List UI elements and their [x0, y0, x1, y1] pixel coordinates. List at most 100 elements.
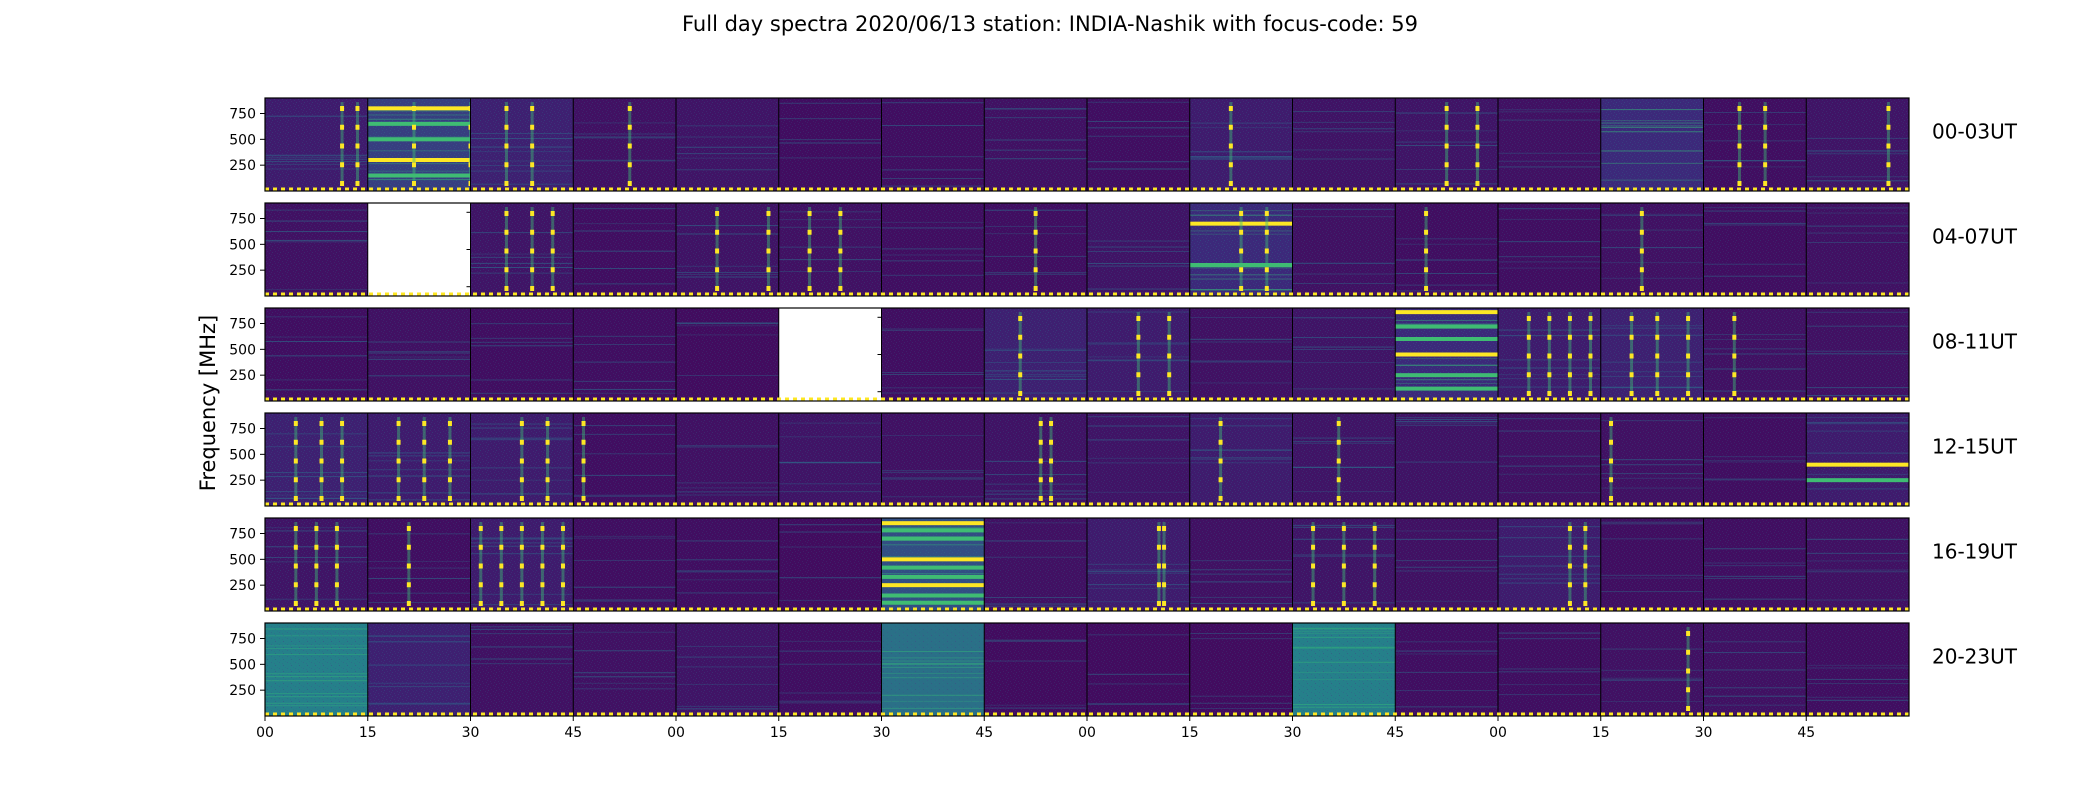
spectrum-segment	[573, 518, 676, 611]
spike-dot	[396, 458, 401, 464]
spike-dot	[1609, 439, 1614, 445]
interference-line	[1498, 329, 1601, 331]
spike-dot	[1018, 316, 1023, 321]
interference-line	[265, 491, 368, 493]
spike-dot	[1311, 526, 1316, 531]
spike-dot	[1567, 544, 1572, 550]
spectra-row: 750 500 250 08-11UT	[229, 307, 2018, 402]
spectrum-segment	[265, 623, 368, 716]
interference-line	[470, 345, 574, 347]
segment-noise	[1498, 203, 1601, 296]
interference-line	[1703, 224, 1807, 226]
interference-line	[470, 267, 574, 269]
interference-line	[367, 150, 471, 152]
interference-line	[1498, 386, 1601, 388]
spike-dot	[838, 267, 843, 273]
spike-dot	[715, 211, 720, 216]
y-tick-label: 500	[229, 657, 256, 673]
y-tick-label: 500	[229, 552, 256, 568]
interference-line	[573, 335, 676, 337]
interference-line	[676, 656, 779, 658]
segment-noise	[1395, 623, 1498, 716]
interference-line	[881, 496, 985, 498]
spectrum-segment	[470, 518, 574, 611]
interference-line	[778, 246, 882, 248]
interference-line	[1292, 388, 1396, 390]
interference-line	[1806, 678, 1909, 680]
interference-line	[778, 461, 882, 463]
spike-dot	[1336, 458, 1341, 464]
interference-line	[881, 700, 985, 702]
spectrum-segment	[1498, 98, 1601, 191]
interference-line	[1806, 430, 1909, 432]
spike-dot	[1547, 372, 1552, 378]
spectrum-segment	[1189, 98, 1293, 191]
spike-dot	[1588, 316, 1593, 321]
spectrum-segment	[881, 413, 985, 506]
interference-line	[1806, 153, 1909, 155]
interference-line	[1087, 601, 1190, 603]
interference-line	[1703, 140, 1807, 142]
interference-line	[778, 139, 882, 141]
interference-line	[1600, 371, 1704, 373]
spike-dot	[1156, 582, 1161, 588]
interference-line	[470, 593, 574, 595]
spike-dot	[581, 439, 586, 445]
interference-line	[778, 436, 882, 438]
interference-line	[1395, 424, 1498, 426]
spectrum-segment	[881, 203, 985, 296]
interference-line	[1087, 416, 1190, 418]
interference-line	[1395, 169, 1498, 171]
spike-dot	[540, 582, 545, 588]
spike-dot	[1567, 353, 1572, 359]
interference-line	[1806, 664, 1909, 666]
interference-line	[1498, 267, 1601, 269]
spike-dot	[560, 563, 565, 569]
interference-line	[1087, 571, 1190, 573]
row-time-label: 04-07UT	[1932, 225, 2018, 249]
spike-dot	[1156, 601, 1161, 606]
interference-line	[1806, 207, 1909, 209]
spike-dot	[1567, 316, 1572, 321]
interference-line	[676, 592, 779, 594]
interference-line	[573, 361, 676, 363]
spectrum-segment	[1087, 98, 1190, 191]
interference-line	[881, 470, 985, 472]
spike-dot	[1167, 372, 1172, 378]
spike-dot	[1737, 181, 1742, 186]
spectrum-segment	[984, 413, 1087, 506]
spike-dot	[340, 421, 345, 426]
interference-line	[984, 605, 1087, 607]
spike-dot	[293, 439, 298, 445]
segment-noise	[1292, 413, 1396, 506]
y-tick-label: 500	[229, 132, 256, 148]
spike-dot	[545, 439, 550, 445]
interference-line	[470, 272, 574, 274]
interference-line	[1806, 350, 1909, 352]
interference-line	[265, 241, 368, 243]
spike-dot	[1136, 391, 1141, 396]
interference-line	[676, 570, 779, 572]
interference-line	[778, 219, 882, 221]
x-tick-label: 15	[359, 725, 377, 741]
interference-line	[1087, 563, 1190, 565]
segment-noise	[778, 98, 882, 191]
segment-noise	[1703, 308, 1807, 401]
interference-line	[470, 467, 574, 469]
spike-dot	[715, 229, 720, 235]
spectrum-segment	[676, 623, 779, 716]
spike-dot	[1655, 316, 1660, 321]
interference-line	[881, 657, 985, 659]
interference-line	[881, 478, 985, 480]
interference-line	[881, 650, 985, 652]
spike-dot	[1372, 544, 1377, 550]
interference-line	[881, 435, 985, 437]
spike-dot	[1049, 458, 1054, 464]
spectrum-segment	[1703, 413, 1807, 506]
interference-line	[984, 640, 1087, 642]
missing-data-panel	[778, 308, 882, 401]
interference-line	[1498, 555, 1601, 557]
interference-line	[1189, 210, 1293, 212]
spike-dot	[1372, 582, 1377, 588]
interference-line	[1395, 259, 1498, 261]
